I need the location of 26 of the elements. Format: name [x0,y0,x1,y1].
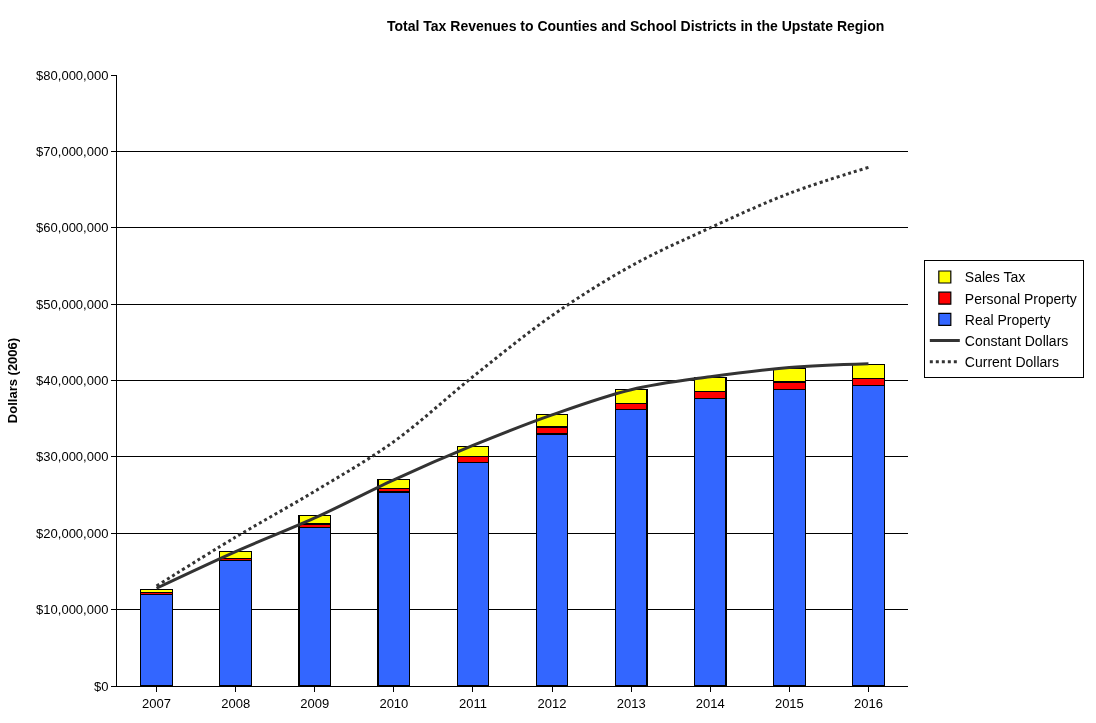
x-tick-label: 2012 [537,695,567,711]
legend-label: Real Property [964,311,1051,328]
x-tick-label: 2011 [458,695,487,711]
y-tick-label: $30,000,000 [36,449,109,465]
y-tick-label: $10,000,000 [36,602,109,618]
y-tick-label: $20,000,000 [36,525,109,541]
x-tick-label: 2013 [616,695,646,711]
x-tick-label: 2009 [300,695,330,711]
y-tick-label: $70,000,000 [36,143,109,159]
x-tick-label: 2008 [221,695,251,711]
chart-title: Total Tax Revenues to Counties and School Districts in the Upstate Region [387,18,885,35]
legend-label: Current Dollars [964,354,1059,371]
y-axis-title: Dollars (2006) [5,337,21,424]
x-tick-label: 2010 [379,695,409,711]
x-tick-label: 2014 [695,695,725,711]
y-tick-label: $40,000,000 [36,373,109,389]
legend-label: Constant Dollars [964,333,1069,350]
x-tick-label: 2007 [142,695,172,711]
y-tick-label: $50,000,000 [36,296,109,312]
x-tick-label: 2016 [853,695,883,711]
x-tick-label: 2015 [774,695,804,711]
legend-label: Sales Tax [964,269,1026,286]
y-tick-label: $80,000,000 [36,67,109,83]
y-tick-label: $60,000,000 [36,220,109,236]
legend-label: Personal Property [964,290,1077,307]
y-tick-label: $0 [93,678,109,694]
